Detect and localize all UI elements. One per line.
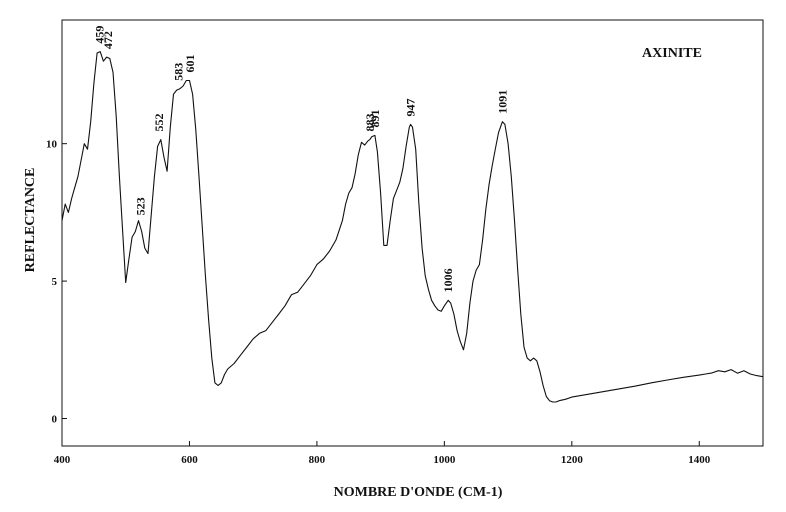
peak-label: 601 [183, 54, 197, 72]
x-tick-label: 400 [54, 454, 71, 466]
x-tick-label: 800 [309, 454, 326, 466]
peak-label: 947 [404, 98, 418, 116]
peak-label: 883 [363, 114, 377, 132]
peak-label: 523 [133, 197, 147, 215]
x-axis-title: NOMBRE D'ONDE (CM-1) [334, 485, 503, 500]
x-tick-label: 1200 [561, 454, 584, 466]
peak-label: 459 [93, 26, 107, 44]
peak-label: 891 [368, 109, 382, 127]
x-tick-label: 1400 [688, 454, 711, 466]
peak-label: 472 [101, 31, 115, 49]
peak-label: 583 [172, 63, 186, 81]
chart-title: AXINITE [642, 46, 702, 61]
x-tick-label: 600 [181, 454, 198, 466]
y-axis-title: REFLECTANCE [23, 168, 38, 273]
spectrum-line [61, 51, 764, 403]
peak-label: 1091 [495, 90, 509, 114]
y-tick-label: 0 [52, 414, 58, 426]
plot-frame [61, 19, 764, 447]
peak-label: 1006 [441, 268, 455, 292]
peak-label: 552 [152, 114, 166, 132]
x-tick-label: 1000 [433, 454, 456, 466]
y-tick-label: 5 [52, 276, 58, 288]
axis-ticks: 400 600 800 1000 1200 1400 0 5 10 [46, 139, 711, 466]
y-tick-label: 10 [46, 139, 58, 151]
